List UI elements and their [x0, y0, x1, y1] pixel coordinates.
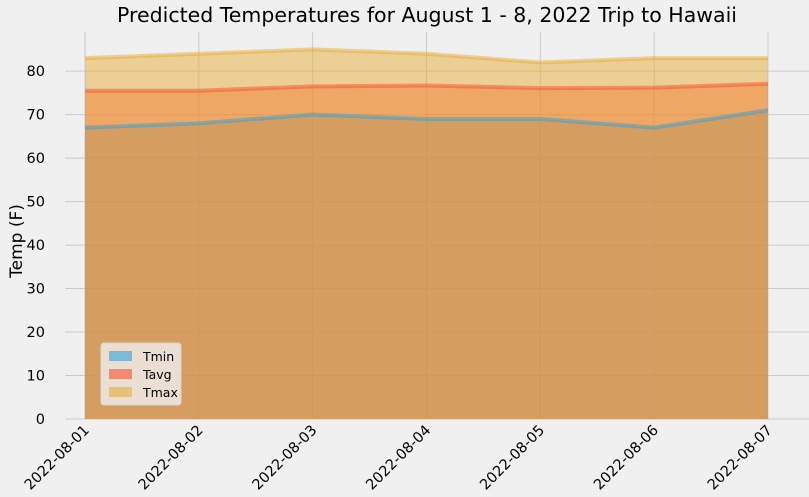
area-tmax: [85, 49, 768, 420]
areas: [85, 49, 768, 420]
y-tick-label: 30: [27, 282, 45, 298]
y-tick-label: 40: [27, 238, 45, 254]
chart-title: Predicted Temperatures for August 1 - 8,…: [117, 3, 737, 27]
legend-swatch-tavg: [109, 369, 132, 379]
y-tick-label: 70: [27, 108, 45, 124]
series-lines: [84, 47, 769, 130]
legend-label-tavg: Tavg: [142, 367, 172, 382]
y-tick-label: 20: [27, 325, 45, 341]
legend-label-tmin: Tmin: [142, 349, 174, 364]
legend-swatch-tmin: [109, 351, 132, 361]
y-tick-label: 80: [27, 64, 45, 80]
legend-label-tmax: Tmax: [142, 385, 178, 400]
y-tick-labels: 0 10 20 30 40 50 60 70 80: [27, 64, 45, 428]
y-tick-label: 60: [27, 151, 45, 167]
y-tick-label: 50: [27, 195, 45, 211]
line-tmin: [84, 108, 769, 130]
line-tavg: [85, 81, 769, 93]
legend-swatch-tmax: [109, 387, 132, 397]
y-axis-label: Temp (F): [7, 204, 27, 279]
y-tick-label: 0: [36, 412, 45, 428]
y-tick-label: 10: [27, 369, 45, 385]
legend: Tmin Tavg Tmax: [100, 342, 182, 406]
line-tmax: [84, 47, 768, 65]
